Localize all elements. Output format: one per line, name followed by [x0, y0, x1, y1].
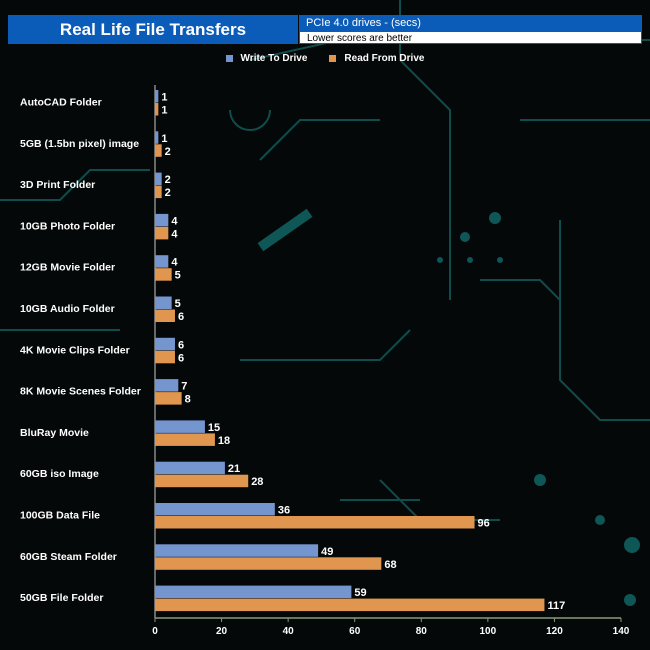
x-tick-label: 40: [283, 626, 295, 637]
bar-write: [155, 503, 275, 516]
data-label: 5: [175, 270, 181, 282]
chart-note: Lower scores are better: [299, 31, 642, 44]
category-label: BluRay Movie: [20, 427, 89, 439]
data-label: 1: [161, 92, 167, 104]
bar-write: [155, 337, 175, 351]
data-label: 4: [171, 257, 178, 269]
bar-read: [155, 433, 215, 446]
legend-label-write: Write To Drive: [240, 53, 308, 64]
legend-label-read: Read From Drive: [344, 53, 425, 64]
category-label: 10GB Audio Folder: [20, 303, 115, 315]
bar-read: [155, 185, 162, 199]
x-tick-label: 0: [152, 626, 158, 637]
data-label: 1: [161, 105, 167, 117]
legend-swatch-read: [329, 54, 337, 62]
data-label: 2: [165, 187, 171, 199]
data-label: 18: [218, 435, 230, 447]
data-label: 59: [354, 587, 366, 599]
data-label: 2: [165, 174, 171, 186]
category-label: 60GB iso Image: [20, 468, 99, 480]
bar-read: [155, 144, 162, 157]
x-tick-label: 20: [216, 626, 228, 637]
bar-read: [155, 474, 249, 488]
bar-write: [155, 420, 205, 433]
data-label: 4: [171, 228, 178, 240]
x-tick-label: 120: [546, 626, 563, 637]
legend-swatch-write: [225, 54, 233, 62]
bar-read: [155, 392, 182, 405]
category-label: 50GB File Folder: [20, 592, 103, 604]
category-label: 12GB Movie Folder: [20, 262, 115, 274]
data-label: 15: [208, 422, 220, 434]
category-label: 8K Movie Scenes Folder: [20, 386, 141, 398]
data-label: 6: [178, 339, 184, 351]
bar-write: [155, 90, 159, 103]
category-label: AutoCAD Folder: [20, 97, 102, 109]
data-label: 5: [175, 298, 181, 310]
bar-read: [155, 226, 169, 240]
category-label: 4K Movie Clips Folder: [20, 344, 130, 356]
legend-item-write: Write To Drive: [225, 53, 308, 64]
bar-read: [155, 557, 382, 570]
data-label: 6: [178, 311, 184, 323]
category-label: 60GB Steam Folder: [20, 551, 117, 563]
bar-read: [155, 309, 175, 322]
data-label: 36: [278, 505, 290, 517]
chart-subtitle: PCIe 4.0 drives - (secs): [299, 15, 642, 31]
bar-read: [155, 598, 545, 612]
data-label: 96: [478, 518, 490, 530]
bar-write: [155, 379, 179, 392]
x-tick-label: 60: [349, 626, 361, 637]
bar-write: [155, 461, 225, 475]
bar-write: [155, 296, 172, 309]
chart-title: Real Life File Transfers: [8, 15, 298, 44]
bar-read: [155, 103, 159, 116]
bar-read: [155, 350, 175, 364]
data-label: 1: [161, 133, 167, 145]
data-label: 68: [384, 559, 396, 571]
data-label: 49: [321, 546, 333, 558]
data-label: 8: [185, 394, 191, 406]
data-label: 2: [165, 146, 171, 158]
bar-write: [155, 585, 352, 599]
data-label: 4: [171, 215, 178, 227]
bar-read: [155, 516, 475, 529]
legend: Write To Drive Read From Drive: [0, 53, 650, 64]
x-tick-label: 100: [480, 626, 497, 637]
category-label: 10GB Photo Folder: [20, 220, 115, 232]
data-label: 21: [228, 463, 240, 475]
x-tick-label: 140: [613, 626, 630, 637]
bar-write: [155, 544, 319, 557]
bar-read: [155, 268, 172, 281]
data-label: 117: [547, 600, 565, 612]
x-tick-label: 80: [416, 626, 428, 637]
data-label: 7: [181, 381, 187, 393]
legend-item-read: Read From Drive: [329, 53, 424, 64]
bar-write: [155, 213, 169, 227]
category-label: 3D Print Folder: [20, 179, 95, 191]
category-label: 5GB (1.5bn pixel) image: [20, 138, 139, 150]
data-label: 28: [251, 476, 263, 488]
bar-write: [155, 131, 159, 144]
bar-write: [155, 255, 169, 268]
bar-write: [155, 172, 162, 186]
data-label: 6: [178, 352, 184, 364]
category-label: 100GB Data File: [20, 510, 100, 522]
